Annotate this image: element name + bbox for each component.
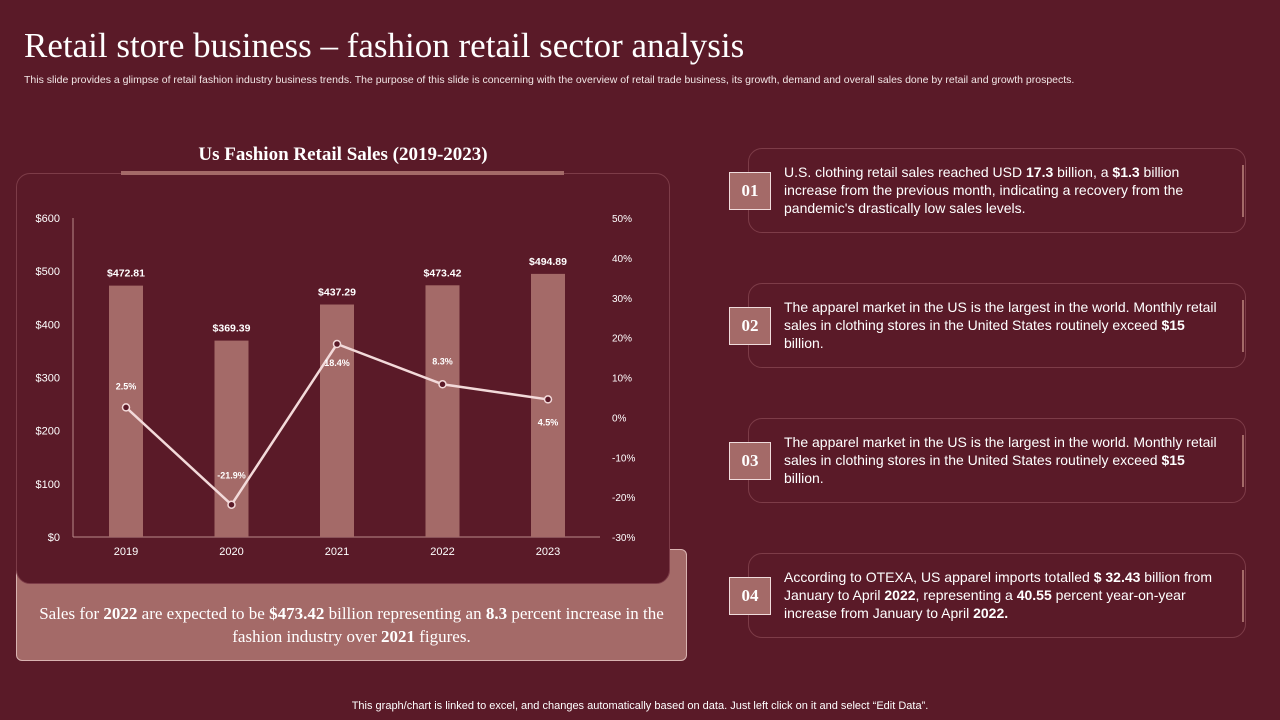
card-number: 04 [729,577,771,615]
bold-text: $1.3 [1112,164,1140,180]
page-title: Retail store business – fashion retail s… [24,26,745,65]
growth-data-label: 2.5% [116,381,137,391]
text-segment: figures. [415,627,471,646]
growth-point [438,380,447,389]
card-text: The apparel market in the US is the larg… [784,433,1224,487]
text-segment: percent year-on-year increase from Janua… [784,587,1186,621]
card-accent [1242,165,1244,217]
footer-note: This graph/chart is linked to excel, and… [351,700,929,712]
text-segment: billion from January to April [784,569,1213,603]
summary-text: Sales for 2022 are expected to be $473.4… [16,602,687,648]
x-tick-label: 2023 [536,546,560,558]
bar [531,273,565,537]
y-left-tick-label: $200 [36,426,60,438]
y-left-tick-label: $400 [36,319,60,331]
text-segment: billion. [784,470,824,486]
y-left-tick-label: $600 [36,213,60,225]
x-tick-label: 2020 [219,546,243,558]
bold-text: 2021 [381,627,415,646]
card-number: 02 [729,307,771,345]
bar [425,285,460,537]
text-segment: According to OTEXA, US apparel imports t… [784,569,1094,585]
text-segment: The apparel market in the US is the larg… [784,299,1217,333]
y-left-tick-label: $100 [36,479,60,491]
bold-text: 17.3 [1026,164,1054,180]
y-right-tick-label: 30% [612,294,632,305]
text-segment: are expected to be [137,604,270,623]
y-right-tick-label: 40% [612,254,632,265]
y-right-tick-label: 20% [612,334,632,345]
bold-text: 2022 [103,604,138,623]
text-segment: billion representing an [324,604,486,623]
growth-point [543,395,553,404]
text-segment: percent increase in the fashion industry… [232,604,664,646]
card-accent [1242,300,1244,352]
text-segment: U.S. clothing retail sales reached USD [784,164,1026,180]
bold-text: 2022. [973,605,1009,621]
bar [320,304,354,537]
card-number: 03 [729,442,771,480]
bold-text: $15 [1161,452,1185,468]
bold-text: $473.42 [269,604,325,623]
y-right-tick-label: 10% [612,374,632,385]
card-text: U.S. clothing retail sales reached USD 1… [784,163,1224,217]
card-text: The apparel market in the US is the larg… [784,298,1224,352]
y-left-tick-label: $0 [48,532,60,544]
bold-text: 8.3 [485,604,508,623]
y-left-tick-label: $300 [36,373,60,385]
text-segment: , representing a [915,587,1017,603]
bar-data-label: $369.39 [213,323,251,335]
card-text: According to OTEXA, US apparel imports t… [784,568,1224,622]
card-number: 01 [729,172,771,210]
chart-title: Us Fashion Retail Sales (2019-2023) [198,144,488,165]
growth-data-label: -21.9% [217,471,246,481]
bold-text: $ 32.43 [1093,569,1141,585]
bar-data-label: $494.89 [529,256,567,268]
text-segment: Sales for [39,604,104,623]
text-segment: billion increase from the previous month… [784,164,1184,216]
sales-chart: $0 $100 $200 $300 $400 $500 $600 -30% -20% -10% 0%… [36,213,636,558]
text-segment: billion. [784,335,824,351]
x-tick-label: 2019 [114,546,138,558]
y-right-tick-label: -30% [612,533,635,544]
y-left-tick-label: $500 [36,266,60,278]
growth-data-label: 4.5% [538,417,559,427]
growth-point [227,500,236,509]
x-tick-label: 2022 [430,546,454,558]
chart-title-underline [121,171,564,175]
x-tick-label: 2021 [325,546,349,558]
page-subtitle: This slide provides a glimpse of retail … [24,74,1075,86]
card-accent [1242,435,1244,487]
bar-data-label: $472.81 [107,268,145,280]
text-segment: billion, a [1053,164,1113,180]
bold-text: 2022 [884,587,916,603]
growth-point [332,339,342,349]
growth-point [121,403,131,412]
card-accent [1242,570,1244,622]
bar-data-label: $437.29 [318,287,356,299]
bold-text: 40.55 [1016,587,1052,603]
y-right-tick-label: 0% [612,413,627,424]
text-segment: The apparel market in the US is the larg… [784,434,1217,468]
bar-data-label: $473.42 [424,267,462,279]
growth-data-label: 18.4% [324,358,350,368]
y-right-tick-label: -10% [612,453,635,464]
y-right-tick-label: 50% [612,214,632,225]
bold-text: $15 [1161,317,1185,333]
y-right-tick-label: -20% [612,493,635,504]
growth-data-label: 8.3% [432,356,453,366]
